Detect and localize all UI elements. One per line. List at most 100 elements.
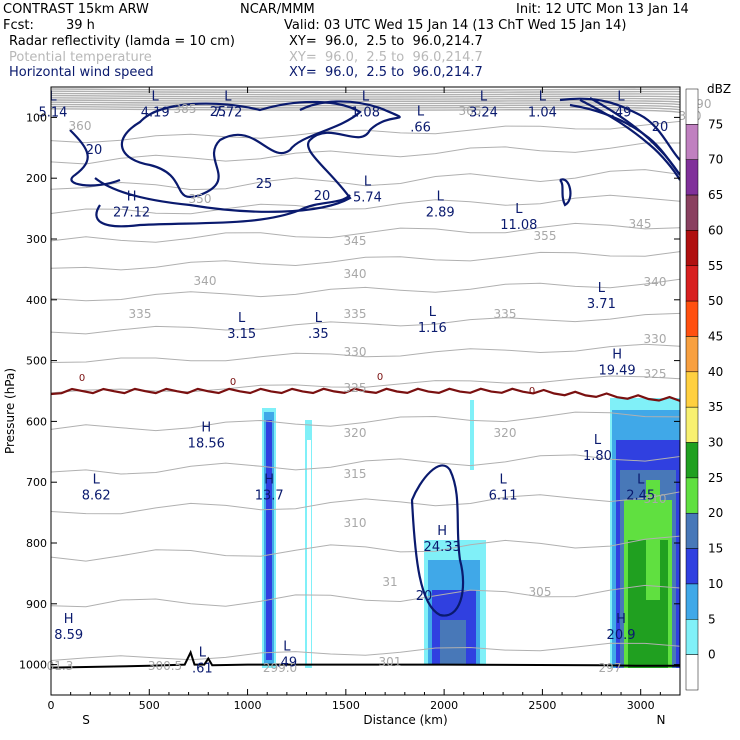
theta-contour [51,142,680,165]
theta-label: 340 [344,267,367,281]
theta-label: 320 [344,426,367,440]
wind-contour [69,129,121,187]
low-marker: L [362,89,370,104]
extremum-value: 3.24 [469,105,498,120]
x-tick-label: 500 [139,699,160,712]
extremum-value: .49 [611,105,632,120]
theta-contour [51,642,680,661]
extremum-value: 24.33 [424,540,461,555]
theta-label: 355 [534,229,557,243]
theta-label: 340 [194,274,217,288]
colorbar-unit: dBZ [707,82,731,96]
theta-contour [51,535,680,562]
theta-contour [51,194,680,215]
theta-label: 297 [599,661,622,675]
wind-label: 20 [416,589,433,604]
low-marker: L [238,311,246,326]
wind-label: 25 [210,105,227,120]
theta-contour [51,169,680,191]
x-tick-label: 2000 [430,699,458,712]
wind-contour [559,178,572,207]
extremum-value: 11.08 [500,218,537,233]
colorbar-bin [685,654,699,691]
extremum-value: .66 [410,120,431,135]
colorbar-level-label: 75 [708,117,723,131]
theta-contour [51,105,680,112]
y-tick-label: 900 [26,598,47,611]
low-marker: L [598,281,606,296]
theta-label: 335 [129,307,152,321]
theta-label: 01.3 [47,659,74,673]
extremum-value: 8.62 [82,488,111,503]
theta-contour [51,97,680,101]
colorbar-bin [685,512,699,549]
colorbar-bin [685,194,699,231]
extremum-value: 1.04 [528,105,557,120]
theta-contour [51,491,680,515]
theta-contour [51,90,680,94]
low-marker: L [539,89,547,104]
high-marker: H [437,524,447,539]
low-marker: L [515,202,523,217]
theta-contour [51,584,680,608]
low-marker: L [417,104,425,119]
theta-label: 385 [174,102,197,116]
colorbar-bin [685,406,699,443]
colorbar-bin [685,477,699,514]
fcst-value: 39 h [66,18,95,33]
colorbar-level-label: 55 [708,259,723,273]
theta-contour [51,99,680,103]
terrain-line [51,649,680,669]
fcst-label: Fcst: [3,18,34,33]
colorbar-level-label: 70 [708,153,723,167]
x-tick-label: 1500 [332,699,360,712]
wind-contour [120,100,362,198]
x-tick-label: 0 [48,699,55,712]
x-tick-label: 1000 [234,699,262,712]
colorbar-level-label: 10 [708,577,723,591]
center-title: NCAR/MMM [240,2,315,17]
wind-contour [579,99,680,181]
colorbar-level-label: 30 [708,436,723,450]
extremum-value: .35 [308,327,329,342]
wind-contour [94,100,401,213]
theta-contour [51,278,680,302]
x-tick-label: 2500 [528,699,556,712]
high-marker: H [201,421,211,436]
theta-label: 310 [644,492,667,506]
freezing-level-line [51,387,680,402]
low-marker: L [429,305,437,320]
extremum-value: 20.9 [607,628,636,643]
wind-label: 20 [86,143,103,158]
low-marker: L [437,190,445,205]
colorbar-bin [685,159,699,196]
low-marker: L [364,174,372,189]
y-tick-label: 600 [26,415,47,428]
reflectivity-cell [470,400,474,470]
colorbar-bin [685,442,699,479]
colorbar-bin [685,88,699,125]
field-1-name: Radar reflectivity (lamda = 10 cm) [9,34,235,49]
y-tick-label: 700 [26,476,47,489]
high-marker: H [616,612,626,627]
extremum-value: .49 [277,656,298,671]
colorbar-level-label: 15 [708,542,723,556]
theta-contour [51,454,680,475]
low-marker: L [49,89,57,104]
low-marker: L [480,89,488,104]
colorbar-level-label: 20 [708,506,723,520]
colorbar-bin [685,583,699,620]
y-tick-label: 200 [26,172,47,185]
extremum-value: 5.74 [353,190,382,205]
colorbar-bin [685,300,699,337]
theta-label: 299.0 [263,661,297,675]
theta-label: 335 [344,307,367,321]
wind-label: 20 [314,189,331,204]
reflectivity-cell [490,460,496,540]
extremum-value: 19.49 [598,364,635,379]
y-tick-label: 400 [26,294,47,307]
high-marker: H [612,348,622,363]
reflectivity-cell [646,480,660,600]
field-1-xy: XY= 96.0, 2.5 to 96.0,214.7 [289,34,483,49]
north-label: N [657,713,666,727]
